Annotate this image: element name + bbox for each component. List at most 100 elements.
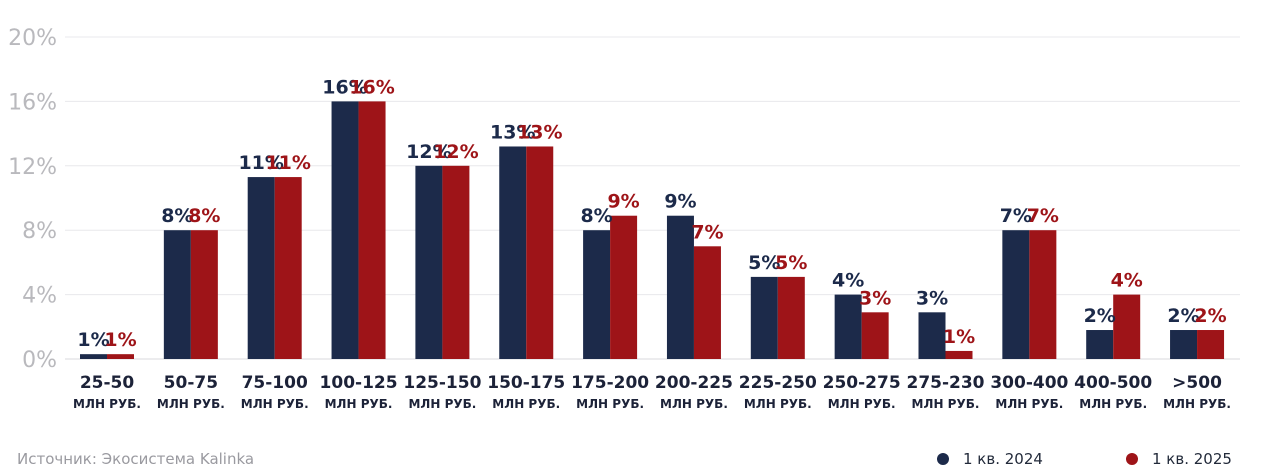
- bar: [1197, 330, 1225, 359]
- data-label: 8%: [161, 205, 193, 227]
- x-tick-unit-label: МЛН РУБ.: [157, 397, 225, 411]
- data-labels: 1%1%8%8%11%11%16%16%12%12%13%13%8%9% 9%7%…: [77, 76, 1226, 351]
- bar: [499, 146, 527, 359]
- bar: [1029, 230, 1057, 359]
- bar: [274, 177, 302, 359]
- x-tick-unit-label: МЛН РУБ.: [325, 397, 393, 411]
- data-label: 11%: [265, 152, 310, 174]
- data-label: 16%: [349, 76, 394, 98]
- legend-label-2024: 1 кв. 2024: [963, 450, 1043, 468]
- bar: [1113, 294, 1141, 359]
- bar: [190, 230, 218, 359]
- bar: [750, 276, 778, 359]
- bar: [834, 294, 862, 359]
- data-label: 9%: [664, 191, 696, 213]
- x-tick-unit-label: МЛН РУБ.: [73, 397, 141, 411]
- y-tick-label: 16%: [8, 90, 57, 115]
- data-label: 4%: [832, 270, 864, 292]
- x-tick-label: 125-150: [403, 373, 481, 393]
- data-label: 16%: [322, 76, 367, 98]
- data-label: 3%: [916, 287, 948, 309]
- x-tick-unit-label: МЛН РУБ.: [660, 397, 728, 411]
- data-label: 12%: [406, 141, 451, 163]
- x-tick-label: 275-230: [906, 373, 984, 393]
- legend-item-2025: 1 кв. 2025: [1126, 450, 1232, 468]
- x-tick-unit-label: МЛН РУБ.: [241, 397, 309, 411]
- x-tick-unit-label: МЛН РУБ.: [912, 397, 980, 411]
- x-axis: 25-50 МЛН РУБ. 50-75 МЛН РУБ. 75-100 МЛН РУБ.…: [73, 373, 1231, 411]
- data-label: 3%: [859, 287, 891, 309]
- legend-label-2025: 1 кв. 2025: [1152, 450, 1232, 468]
- bar: [918, 312, 946, 359]
- data-label: 11%: [238, 152, 283, 174]
- bar: [1002, 230, 1030, 359]
- x-tick-unit-label: МЛН РУБ.: [492, 397, 560, 411]
- bar: [777, 276, 805, 359]
- x-tick-label: 300-400: [990, 373, 1068, 393]
- data-label: 4%: [1111, 270, 1143, 292]
- bar: [331, 101, 359, 360]
- x-tick-unit-label: МЛН РУБ.: [576, 397, 644, 411]
- grid-lines: [65, 36, 1240, 360]
- data-label: 9%: [607, 191, 639, 213]
- data-label: 12%: [433, 141, 478, 163]
- data-label: 13%: [517, 121, 562, 143]
- bar: [861, 312, 889, 359]
- bar: [693, 246, 721, 359]
- data-label: 2%: [1167, 305, 1199, 327]
- data-label: 7%: [1027, 205, 1059, 227]
- data-label: 5%: [775, 252, 807, 274]
- bar: [583, 230, 611, 359]
- x-tick-label: 100-125: [320, 373, 398, 393]
- bar: [945, 350, 973, 359]
- x-tick-label: 250-275: [823, 373, 901, 393]
- y-tick-label: 12%: [8, 155, 57, 180]
- legend-marker-2024: [937, 453, 949, 465]
- legend-marker-2025: [1126, 453, 1138, 465]
- data-label: 8%: [580, 205, 612, 227]
- x-tick-unit-label: МЛН РУБ.: [408, 397, 476, 411]
- data-label: 5%: [748, 252, 780, 274]
- x-tick-unit-label: МЛН РУБ.: [1079, 397, 1147, 411]
- source-note: Источник: Экосистема Kalinka: [17, 450, 255, 468]
- legend-item-2024: 1 кв. 2024: [937, 450, 1043, 468]
- x-tick-label: 400-500: [1074, 373, 1152, 393]
- x-tick-label: 225-250: [739, 373, 817, 393]
- bar: [666, 215, 694, 359]
- data-label: 1%: [104, 329, 136, 351]
- x-tick-label: 75-100: [242, 373, 308, 393]
- x-tick-label: 25-50: [80, 373, 135, 393]
- x-tick-unit-label: МЛН РУБ.: [1163, 397, 1231, 411]
- bar: [415, 165, 443, 359]
- data-label: 2%: [1194, 305, 1226, 327]
- x-tick-unit-label: МЛН РУБ.: [995, 397, 1063, 411]
- x-tick-label: 50-75: [164, 373, 218, 393]
- data-label: 13%: [490, 121, 535, 143]
- bar: [163, 230, 191, 359]
- data-label: 1%: [77, 329, 109, 351]
- y-tick-label: 20%: [8, 26, 57, 51]
- x-tick-unit-label: МЛН РУБ.: [828, 397, 896, 411]
- bar: [526, 146, 554, 359]
- data-label: 8%: [188, 205, 220, 227]
- y-tick-label: 4%: [22, 284, 57, 309]
- x-tick-label: 150-175: [487, 373, 565, 393]
- x-tick-label: 175-200: [571, 373, 649, 393]
- bar: [107, 354, 134, 359]
- y-tick-label: 0%: [22, 348, 57, 373]
- bar: [1086, 330, 1114, 359]
- data-label: 1%: [943, 326, 975, 348]
- data-label: 2%: [1084, 305, 1116, 327]
- bar: [1170, 330, 1198, 359]
- bars: [80, 101, 1225, 360]
- y-tick-label: 8%: [22, 219, 57, 244]
- data-label: 7%: [1000, 205, 1032, 227]
- bar: [247, 177, 275, 359]
- bar: [358, 101, 386, 360]
- y-axis: 0% 4% 8% 12% 16% 20%: [8, 26, 57, 373]
- x-tick-unit-label: МЛН РУБ.: [744, 397, 812, 411]
- bar: [442, 165, 470, 359]
- x-tick-label: >500: [1172, 373, 1222, 393]
- x-tick-label: 200-225: [655, 373, 733, 393]
